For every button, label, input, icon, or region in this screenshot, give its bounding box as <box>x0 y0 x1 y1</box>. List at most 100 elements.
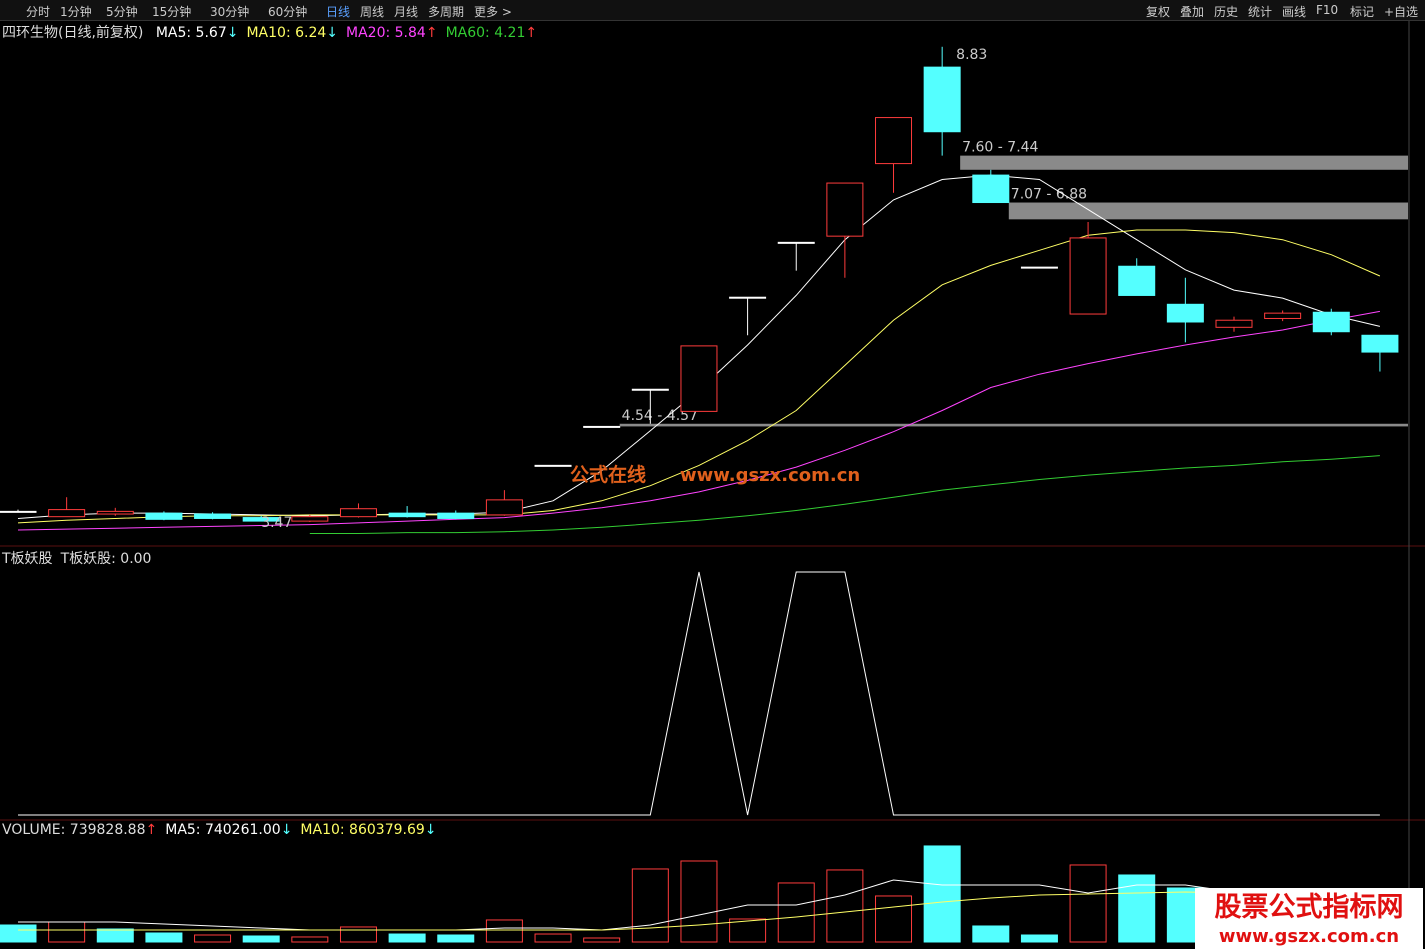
volume-bar <box>1069 864 1107 943</box>
candle-body <box>631 388 669 391</box>
gap-label: 4.54 - 4.57 <box>622 408 698 424</box>
candle-body <box>972 174 1010 204</box>
stock-title: 四环生物(日线,前复权) <box>2 25 144 41</box>
tool-button[interactable]: 画线 <box>1282 5 1307 19</box>
candle-body <box>485 499 523 516</box>
volume-bar <box>972 925 1010 943</box>
tool-button[interactable]: 复权 <box>1146 5 1171 19</box>
volume-bar <box>194 934 232 943</box>
period-tab[interactable]: 日线 <box>326 5 351 19</box>
toolbar: 分时 1分钟 5分钟 15分钟 30分钟 60分钟 日线 周线 月线 多周期 更多 > 复权 叠加 历史统… <box>0 0 1425 21</box>
period-tab[interactable]: 5分钟 <box>106 5 138 19</box>
volume-bar <box>291 936 329 943</box>
extreme-label: 3.47 <box>261 515 292 531</box>
ma-legend: MA10: 6.24 <box>246 25 327 41</box>
candle-body <box>1166 303 1204 323</box>
candle-body <box>0 510 37 513</box>
indicator-value: T板妖股: 0.00 <box>60 551 152 567</box>
period-tab[interactable]: 分时 <box>26 5 51 19</box>
period-tab[interactable]: 15分钟 <box>152 5 192 19</box>
indicator-legend: T板妖股 T板妖股: 0.00 <box>2 548 159 568</box>
price-legend: 四环生物(日线,前复权) MA5: 5.67↓ MA10: 6.24↓ MA20: … <box>2 22 545 42</box>
ma-legend: MA60: 4.21 <box>445 25 526 41</box>
period-tab[interactable]: 多周期 <box>428 5 465 19</box>
candle-body <box>680 345 718 412</box>
watermark-box <box>1195 888 1423 949</box>
indicator-line <box>18 571 1380 816</box>
candle-body <box>242 517 280 522</box>
period-tab[interactable]: 更多 > <box>474 5 512 19</box>
period-tab[interactable]: 1分钟 <box>60 5 92 19</box>
tool-button[interactable]: 历史 <box>1214 5 1239 19</box>
watermark: 公式在线 <box>570 463 646 486</box>
candle-body <box>1361 334 1399 353</box>
candle-body <box>1215 319 1253 328</box>
volume-bar <box>96 928 134 943</box>
volume-bar <box>875 895 913 943</box>
period-tab[interactable]: 30分钟 <box>210 5 250 19</box>
volume-bar <box>729 918 767 943</box>
volume-bar <box>1118 874 1156 943</box>
volume-bar <box>826 869 864 943</box>
volume-bar <box>923 845 961 943</box>
candle-body <box>291 516 329 522</box>
extreme-label: 8.83 <box>956 47 987 63</box>
candle-body <box>339 508 377 518</box>
volume-ma-line <box>18 891 1380 931</box>
volume-bar <box>485 919 523 943</box>
candle-body <box>194 513 232 519</box>
candle-body <box>826 182 864 237</box>
candle-body <box>729 296 767 299</box>
volume-bar <box>583 937 621 943</box>
candle-body <box>437 512 475 519</box>
volume-legend: MA10: 860379.69 <box>300 822 425 838</box>
period-tab[interactable]: 月线 <box>394 5 419 19</box>
watermark: www.gszx.com.cn <box>1219 926 1399 947</box>
tool-button[interactable]: 叠加 <box>1180 5 1205 19</box>
volume-bar <box>48 921 86 943</box>
tool-button[interactable]: +自选 <box>1384 5 1419 19</box>
candle-body <box>1118 265 1156 296</box>
candle-body <box>777 241 815 244</box>
ma-trend-arrow: ↑ <box>425 25 438 41</box>
indicator-title: T板妖股 <box>2 551 53 567</box>
volume-bar <box>388 933 426 943</box>
candle-body <box>48 509 86 518</box>
candle-body <box>1264 312 1302 319</box>
candle-body <box>1069 237 1107 315</box>
volume-bar <box>680 860 718 943</box>
period-tab[interactable]: 周线 <box>360 5 385 19</box>
gap-band <box>960 155 1408 170</box>
tool-button[interactable]: 统计 <box>1248 5 1273 19</box>
candle-body <box>923 66 961 133</box>
ma-trend-arrow: ↑ <box>525 25 538 41</box>
volume-trend-arrow: ↑ <box>145 822 158 838</box>
ma-legend: MA5: 5.67 <box>155 25 227 41</box>
tool-button[interactable]: F10 <box>1316 3 1339 17</box>
candle-body <box>583 425 621 428</box>
volume-bar <box>145 932 183 943</box>
ma-legend: MA20: 5.84 <box>346 25 426 41</box>
volume-trend-arrow: ↓ <box>424 822 437 838</box>
volume-bar <box>437 934 475 943</box>
period-tab[interactable]: 60分钟 <box>268 5 308 19</box>
gap-label: 7.60 - 7.44 <box>962 140 1038 156</box>
candle-body <box>96 510 134 515</box>
volume-ma-line <box>18 879 1380 931</box>
gap-band <box>619 423 1408 427</box>
candle-body <box>875 117 913 165</box>
gap-label: 7.07 - 6.88 <box>1011 187 1087 203</box>
tool-button[interactable]: 标记 <box>1350 5 1375 19</box>
ma-line <box>309 455 1380 534</box>
candle-body <box>388 512 426 518</box>
volume-trend-arrow: ↓ <box>280 822 293 838</box>
candle-body <box>1312 311 1350 333</box>
ma-line <box>17 310 1380 531</box>
watermark: www.gszx.com.cn <box>680 465 860 486</box>
volume-legend: MA5: 740261.00 <box>165 822 281 838</box>
volume-bar <box>777 882 815 943</box>
volume-bar <box>0 924 37 943</box>
candle-body <box>1020 266 1058 269</box>
